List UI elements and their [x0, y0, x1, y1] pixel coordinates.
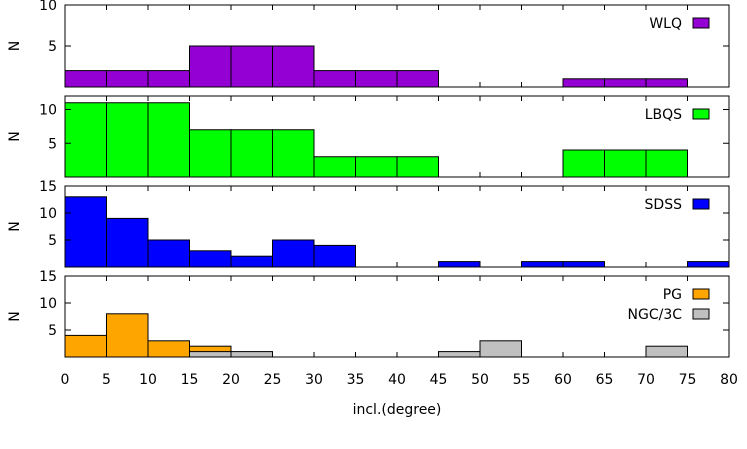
xtick-label-75: 75: [679, 372, 697, 388]
bar-lbqs-15: [189, 129, 232, 178]
xtick-label-20: 20: [222, 372, 240, 388]
bar-sdss-60: [562, 261, 605, 268]
bar-lbqs-35: [355, 156, 398, 178]
bar-wlq-15: [189, 45, 232, 88]
ytick-label-3-10: 10: [39, 206, 57, 222]
legend-label-ngc3c: NGC/3C: [628, 307, 683, 323]
legend-label-wlq: WLQ: [649, 16, 682, 32]
xtick-label-25: 25: [264, 372, 282, 388]
bar-wlq-40: [396, 70, 439, 88]
xtick-label-0: 0: [61, 372, 70, 388]
bar-sdss-10: [147, 239, 190, 268]
xtick-label-50: 50: [471, 372, 489, 388]
bar-sdss-45: [438, 261, 481, 268]
bar-sdss-55: [521, 261, 564, 268]
legend-swatch-wlq: [692, 17, 710, 29]
ytick-label-2-10: 10: [39, 103, 57, 119]
bar-wlq-20: [230, 45, 273, 88]
bar-wlq-35: [355, 70, 398, 88]
legend-label-lbqs: LBQS: [645, 107, 682, 123]
xtick-label-10: 10: [139, 372, 157, 388]
bar-wlq-25: [272, 45, 315, 88]
ytick-label-1-5: 5: [48, 39, 57, 55]
ylabel-2: N: [7, 131, 23, 141]
ytick-label-4-10: 10: [39, 296, 57, 312]
bar-wlq-30: [313, 70, 356, 88]
xtick-label-15: 15: [181, 372, 199, 388]
xtick-label-40: 40: [388, 372, 406, 388]
legend-label-pg: PG: [663, 287, 682, 303]
ytick-label-3-5: 5: [48, 233, 57, 249]
ylabel-4: N: [7, 311, 23, 321]
bar-wlq-60: [562, 78, 605, 88]
bar-ngc3c-70: [645, 345, 688, 358]
bar-lbqs-40: [396, 156, 439, 178]
xtick-label-65: 65: [596, 372, 614, 388]
bar-lbqs-20: [230, 129, 273, 178]
legend-swatch-ngc3c: [692, 308, 710, 320]
bar-ngc3c-20: [230, 351, 273, 358]
bar-sdss-25: [272, 239, 315, 268]
xtick-label-80: 80: [720, 372, 738, 388]
bar-pg-5: [106, 313, 149, 358]
bar-lbqs-5: [106, 102, 149, 178]
ytick-label-4-5: 5: [48, 323, 57, 339]
bar-lbqs-10: [147, 102, 190, 178]
bar-sdss-30: [313, 244, 356, 268]
bar-wlq-70: [645, 78, 688, 88]
bar-lbqs-60: [562, 149, 605, 178]
xtick-label-70: 70: [637, 372, 655, 388]
x-axis-label: incl.(degree): [353, 402, 442, 418]
legend-swatch-pg: [692, 288, 710, 300]
xtick-label-35: 35: [347, 372, 365, 388]
ytick-label-2-5: 5: [48, 136, 57, 152]
legend-swatch-lbqs: [692, 108, 710, 120]
bar-wlq-65: [604, 78, 647, 88]
bar-lbqs-70: [645, 149, 688, 178]
legend-swatch-sdss: [692, 198, 710, 210]
bar-lbqs-65: [604, 149, 647, 178]
bar-ngc3c-45: [438, 351, 481, 358]
bar-pg-10: [147, 340, 190, 358]
xtick-label-55: 55: [513, 372, 531, 388]
bar-sdss-5: [106, 217, 149, 268]
bar-wlq-0: [64, 70, 107, 88]
ytick-label-3-15: 15: [39, 179, 57, 195]
bar-pg-0: [64, 334, 107, 358]
bar-ngc3c-50: [479, 340, 522, 358]
xtick-label-30: 30: [305, 372, 323, 388]
bar-sdss-0: [64, 196, 107, 268]
xtick-label-5: 5: [102, 372, 111, 388]
bar-lbqs-0: [64, 102, 107, 178]
bar-sdss-15: [189, 250, 232, 268]
bar-ngc3c-15: [189, 351, 232, 358]
bar-wlq-5: [106, 70, 149, 88]
bar-lbqs-25: [272, 129, 315, 178]
xtick-label-60: 60: [554, 372, 572, 388]
ylabel-1: N: [7, 41, 23, 51]
bar-sdss-75: [687, 261, 730, 268]
bar-wlq-10: [147, 70, 190, 88]
ytick-label-1-10: 10: [39, 0, 57, 14]
ytick-label-4-15: 15: [39, 269, 57, 285]
xtick-label-45: 45: [430, 372, 448, 388]
bar-lbqs-30: [313, 156, 356, 178]
legend-label-sdss: SDSS: [645, 197, 683, 213]
bar-sdss-20: [230, 255, 273, 268]
ylabel-3: N: [7, 221, 23, 231]
